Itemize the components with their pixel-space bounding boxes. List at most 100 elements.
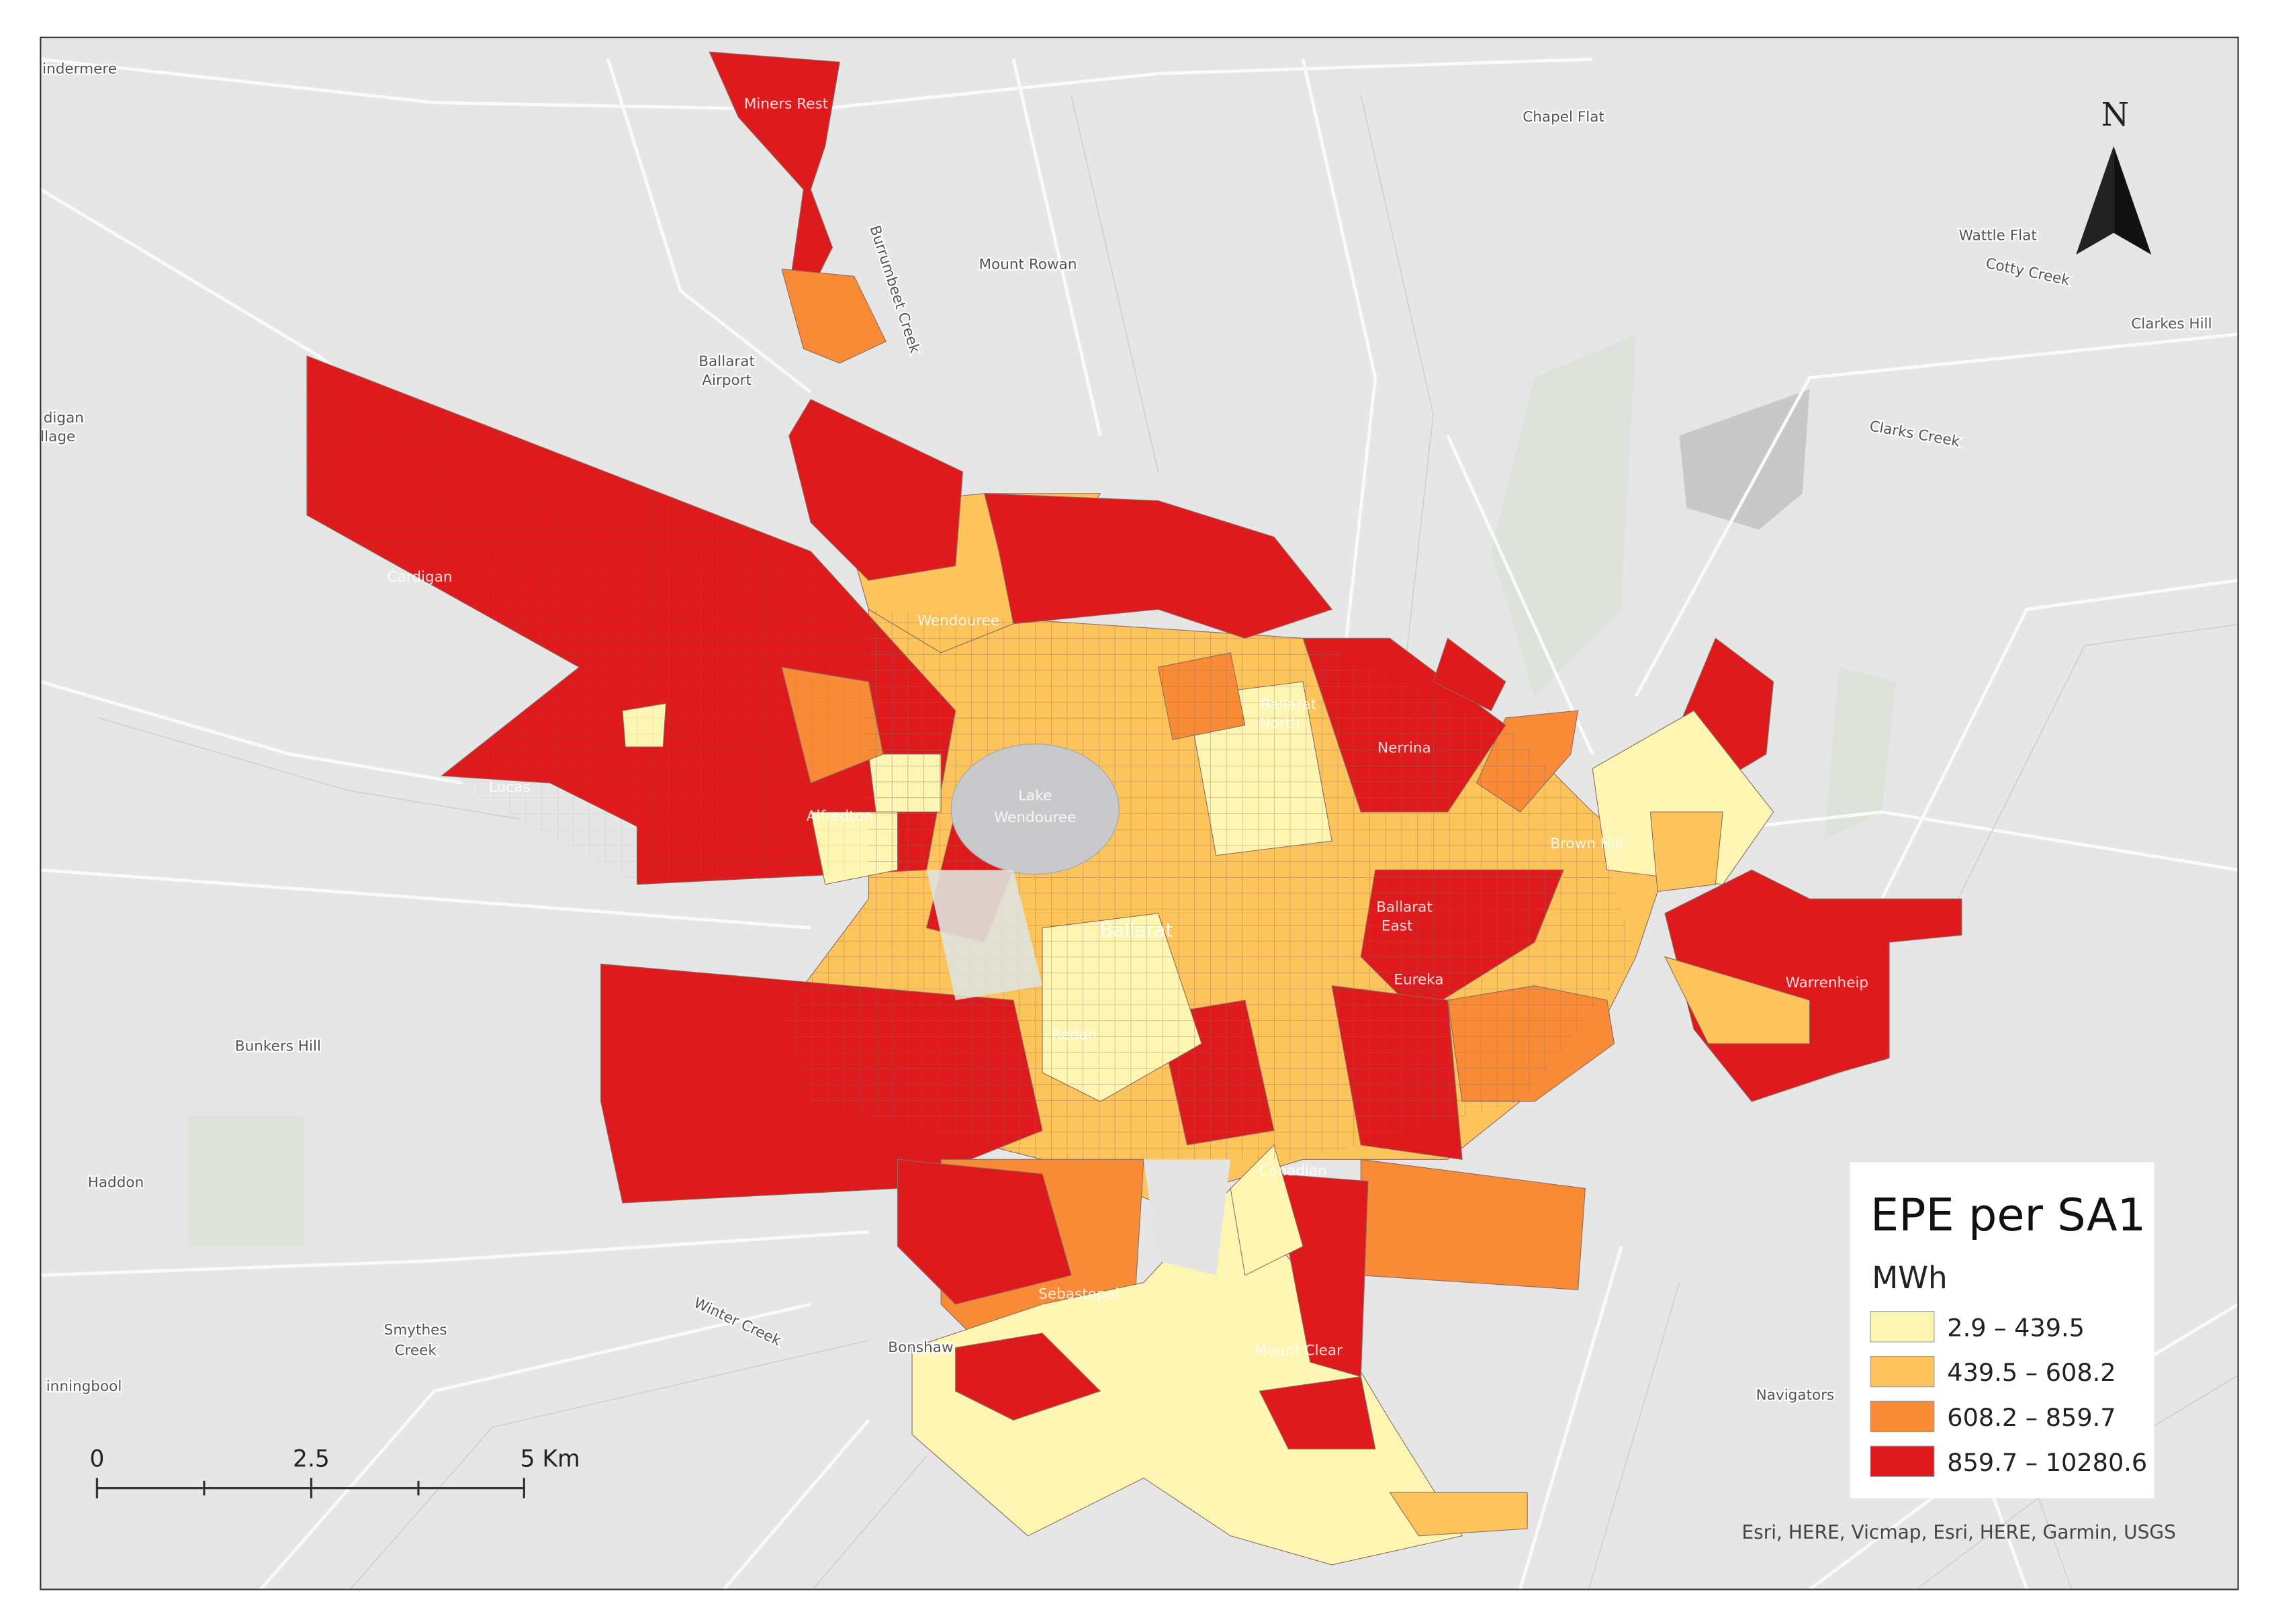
place-label: Miners Rest [744,95,828,112]
road [606,58,812,394]
scale-bar: 0 2.5 5 Km [89,1445,580,1498]
sa1-region [897,1159,1072,1305]
place-label: East [1381,918,1413,935]
park [1143,1159,1231,1275]
place-label: Ballarat [1261,696,1317,713]
road [40,868,811,930]
place-label: llage [40,428,75,445]
north-arrow-right [2114,146,2152,255]
sa1-region [1433,637,1506,711]
place-label: Clarkes Hill [2131,316,2212,332]
place-label: Lucas [489,779,531,796]
place-label: Warrenheip [1786,975,1868,991]
minor-road [349,1339,869,1590]
place-label: Ballarat [1376,899,1433,916]
minor-road [1939,623,2238,936]
lake [950,743,1120,875]
place-label: Chapel Flat [1523,109,1604,126]
sa1-region [709,51,840,291]
sa1-region [788,398,964,581]
legend-label: 439.5 – 608.2 [1947,1358,2116,1387]
place-label: indermere [42,61,117,78]
place-label: Brown Hill [1550,836,1623,852]
place-label: North [1259,715,1300,732]
place-label: inningbool [46,1378,122,1395]
north-arrow-left [2076,146,2114,255]
road [40,1230,869,1277]
minor-road [1071,95,1159,472]
place-label: Mount Rowan [979,257,1077,273]
sa1-region [1389,1492,1528,1537]
road [40,680,464,785]
place-label: Sebastopol [1038,1285,1119,1302]
sa1-region [1259,1376,1376,1450]
scale-bar-label: 2.5 [293,1445,330,1472]
sa1-region [1273,1173,1369,1378]
place-label: Cardigan [388,569,453,586]
north-arrow: N [2076,97,2152,255]
legend-swatch [1870,1355,1935,1388]
place-label: Wendouree [917,613,999,629]
legend-unit: MWh [1872,1260,1947,1296]
legend-title: EPE per SA1 [1870,1189,2146,1241]
minor-road [811,1455,927,1590]
road [1011,58,1102,437]
park [926,870,1043,1001]
place-label: Airport [702,372,752,389]
road [1518,1246,1623,1590]
urban-subdivision [306,355,956,885]
place-label: Nerrina [1377,740,1431,757]
scale-bar-label: 0 [89,1445,104,1472]
place-label: Ballarat [1100,919,1173,941]
green-area [1491,334,1636,696]
road [259,1302,811,1590]
urban-subdivision [782,609,1636,1160]
sa1-region [955,1333,1101,1420]
place-label: Bunkers Hill [235,1038,321,1055]
place-label: Alfredton [807,808,873,825]
legend-label: 2.9 – 439.5 [1947,1313,2085,1342]
place-label: Bonshaw [888,1339,953,1356]
legend-label: 608.2 – 859.7 [1947,1403,2116,1432]
legend-swatch [1870,1445,1935,1477]
place-label: Creek [394,1342,437,1359]
road [1634,332,2238,697]
place-label: Smythes [384,1322,447,1339]
place-label: Haddon [88,1174,144,1191]
green-area [1824,667,1897,842]
attribution: Esri, HERE, Vicmap, Esri, HERE, Garmin, … [1741,1521,2175,1543]
place-label: Ballarat [698,353,755,370]
legend: EPE per SA1 MWh 2.9 – 439.5 439.5 – 608.2… [1850,1162,2154,1498]
road [1301,58,1377,639]
legend-label: 859.7 – 10280.6 [1947,1448,2147,1477]
legend-swatch [1870,1400,1935,1433]
green-area [188,1116,304,1247]
road [1446,435,1594,755]
place-label: Wendouree [994,809,1076,826]
place-label: digan [44,410,84,426]
minor-road [98,717,522,820]
road [723,1418,870,1590]
place-label: Navigators [1756,1387,1835,1404]
legend-swatch [1870,1311,1935,1343]
scale-bar-label: 5 Km [520,1445,580,1472]
sa1-regions [306,51,1962,1566]
place-label: Canadian [1259,1163,1327,1179]
place-label: Eureka [1394,972,1443,989]
green-area [1679,389,1810,530]
sa1-region [781,269,887,364]
sa1-region [911,1187,1463,1566]
map-frame [40,36,2239,1590]
minor-road [1588,1282,1680,1590]
place-label: Mount Clear [1255,1342,1343,1359]
north-label: N [2101,97,2129,134]
place-label: Redan [1052,1026,1097,1043]
place-label: Lake [1018,788,1052,805]
sa1-region [1649,811,1723,893]
place-label: Wattle Flat [1959,228,2037,244]
road [1880,578,2238,900]
sa1-region [1664,956,1811,1044]
minor-road [1360,95,1434,675]
